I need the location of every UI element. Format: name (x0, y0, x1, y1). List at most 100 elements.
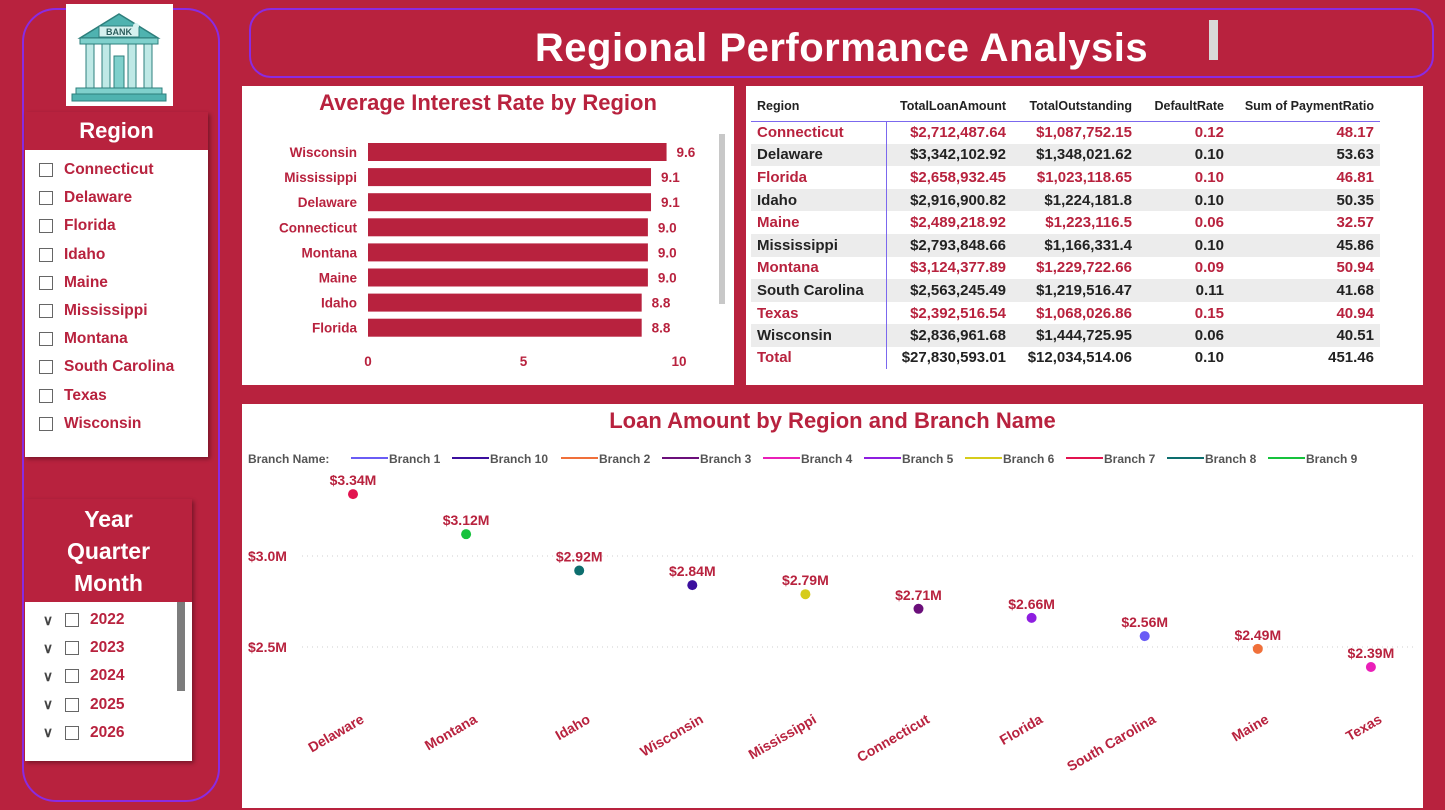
region-option[interactable]: South Carolina (39, 353, 208, 381)
year-list: ∨ 2022 ∨ 2023 ∨ 2024 ∨ 2025 ∨ 2026 (25, 602, 192, 747)
region-option[interactable]: Delaware (39, 184, 208, 212)
year-option[interactable]: ∨ 2023 (39, 634, 192, 662)
checkbox[interactable] (65, 641, 79, 656)
legend-item[interactable]: Branch 6 (1003, 452, 1055, 466)
scatter-point[interactable] (800, 589, 811, 600)
x-category-label: South Carolina (1064, 711, 1158, 775)
region-option[interactable]: Idaho (39, 241, 208, 269)
region-option[interactable]: Texas (39, 382, 208, 410)
year-option[interactable]: ∨ 2024 (39, 662, 192, 690)
checkbox[interactable] (65, 613, 79, 628)
bar-value-label: 9.0 (658, 245, 677, 260)
region-option[interactable]: Florida (39, 212, 208, 240)
data-label: $2.79M (782, 572, 829, 588)
table-cell: $1,224,181.8 (1012, 188, 1138, 212)
column-header[interactable]: Sum of PaymentRatio (1230, 92, 1380, 122)
chevron-down-icon[interactable]: ∨ (42, 696, 54, 713)
chevron-down-icon[interactable]: ∨ (42, 639, 54, 656)
year-option[interactable]: ∨ 2026 (39, 719, 192, 747)
scatter-point[interactable] (348, 489, 358, 500)
checkbox[interactable] (39, 247, 53, 262)
chevron-down-icon[interactable]: ∨ (42, 611, 54, 628)
legend-item[interactable]: Branch 3 (700, 452, 752, 466)
legend-item[interactable]: Branch 9 (1306, 452, 1358, 466)
region-option[interactable]: Montana (39, 325, 208, 353)
column-header[interactable]: Region (751, 92, 886, 122)
legend-item[interactable]: Branch 5 (902, 452, 954, 466)
legend-item[interactable]: Branch 2 (599, 452, 651, 466)
checkbox[interactable] (65, 725, 79, 740)
date-slicer-header: Year Quarter Month (25, 499, 192, 602)
checkbox[interactable] (39, 332, 53, 347)
checkbox[interactable] (39, 416, 53, 431)
table-cell: 48.17 (1230, 121, 1380, 144)
scatter-point[interactable] (687, 580, 698, 591)
checkbox[interactable] (39, 275, 53, 290)
table-row[interactable]: Connecticut $2,712,487.64 $1,087,752.15 0.1… (751, 121, 1380, 144)
legend-item[interactable]: Branch 4 (801, 452, 853, 466)
interest-rate-bar[interactable] (368, 293, 642, 312)
x-category-label: Wisconsin (637, 711, 706, 760)
date-slicer-scrollbar[interactable] (177, 602, 185, 691)
table-row[interactable]: Montana $3,124,377.89 $1,229,722.66 0.09 50.… (751, 256, 1380, 280)
interest-rate-bar[interactable] (368, 218, 648, 237)
table-row[interactable]: Idaho $2,916,900.82 $1,224,181.8 0.10 50.35 (751, 188, 1380, 212)
x-category-label: Montana (422, 711, 480, 754)
table-cell: Connecticut (751, 121, 887, 144)
region-option[interactable]: Mississippi (39, 297, 208, 325)
region-option[interactable]: Maine (39, 269, 208, 297)
checkbox[interactable] (39, 219, 53, 234)
bar-chart-scrollbar[interactable] (719, 134, 725, 304)
year-option[interactable]: ∨ 2022 (39, 606, 192, 634)
table-row[interactable]: Wisconsin $2,836,961.68 $1,444,725.95 0.06 4… (751, 324, 1380, 347)
region-option[interactable]: Wisconsin (39, 410, 208, 438)
interest-rate-bar[interactable] (368, 268, 648, 287)
scatter-point[interactable] (1252, 643, 1263, 654)
scatter-point[interactable] (1026, 612, 1037, 623)
checkbox[interactable] (39, 163, 53, 178)
legend-item[interactable]: Branch 7 (1104, 452, 1156, 466)
scatter-point[interactable] (574, 565, 585, 576)
interest-rate-bar[interactable] (368, 318, 642, 337)
interest-rate-bar[interactable] (368, 168, 652, 187)
bar-category-label: Delaware (298, 195, 358, 210)
x-tick-label: 10 (671, 354, 686, 369)
chevron-down-icon[interactable]: ∨ (42, 724, 54, 741)
year-option[interactable]: ∨ 2025 (39, 691, 192, 719)
table-row[interactable]: Florida $2,658,932.45 $1,023,118.65 0.10 46.… (751, 166, 1380, 189)
table-row[interactable]: South Carolina $2,563,245.49 $1,219,516.47… (751, 279, 1380, 302)
table-row[interactable]: Delaware $3,342,102.92 $1,348,021.62 0.10 53… (751, 143, 1380, 167)
checkbox[interactable] (39, 304, 53, 319)
region-option[interactable]: Connecticut (39, 156, 208, 184)
checkbox[interactable] (39, 191, 53, 206)
scatter-point[interactable] (1365, 662, 1376, 673)
table-cell: 40.94 (1230, 301, 1380, 325)
date-slicer-header-line: Year (84, 506, 133, 532)
checkbox[interactable] (39, 388, 53, 403)
checkbox[interactable] (39, 360, 53, 375)
date-slicer-header-line: Quarter (66, 538, 151, 564)
scatter-point[interactable] (1139, 631, 1150, 642)
table-row[interactable]: Texas $2,392,516.54 $1,068,026.86 0.15 40.94 (751, 301, 1380, 325)
interest-rate-bar[interactable] (368, 193, 652, 212)
bar-value-label: 9.1 (661, 170, 680, 185)
checkbox[interactable] (65, 697, 79, 712)
logo-text: BANK (106, 27, 132, 37)
scatter-point[interactable] (913, 603, 924, 614)
legend-item[interactable]: Branch 1 (389, 452, 441, 466)
column-header[interactable]: TotalOutstanding (1012, 92, 1138, 122)
table-row[interactable]: Mississippi $2,793,848.66 $1,166,331.4 0.10… (751, 233, 1380, 257)
chevron-down-icon[interactable]: ∨ (42, 667, 54, 684)
interest-rate-bar[interactable] (368, 143, 667, 161)
data-label: $2.66M (1008, 596, 1055, 612)
scatter-point[interactable] (461, 529, 472, 540)
bar-category-label: Florida (312, 321, 357, 336)
interest-rate-bar[interactable] (368, 243, 648, 262)
column-header[interactable]: DefaultRate (1138, 92, 1230, 122)
legend-item[interactable]: Branch 10 (490, 452, 548, 466)
column-header[interactable]: TotalLoanAmount (886, 92, 1012, 122)
table-row[interactable]: Maine $2,489,218.92 $1,223,116.5 0.06 32.57 (751, 211, 1380, 234)
checkbox[interactable] (65, 669, 79, 684)
legend-item[interactable]: Branch 8 (1205, 452, 1257, 466)
region-slicer-header: Region (25, 112, 208, 150)
